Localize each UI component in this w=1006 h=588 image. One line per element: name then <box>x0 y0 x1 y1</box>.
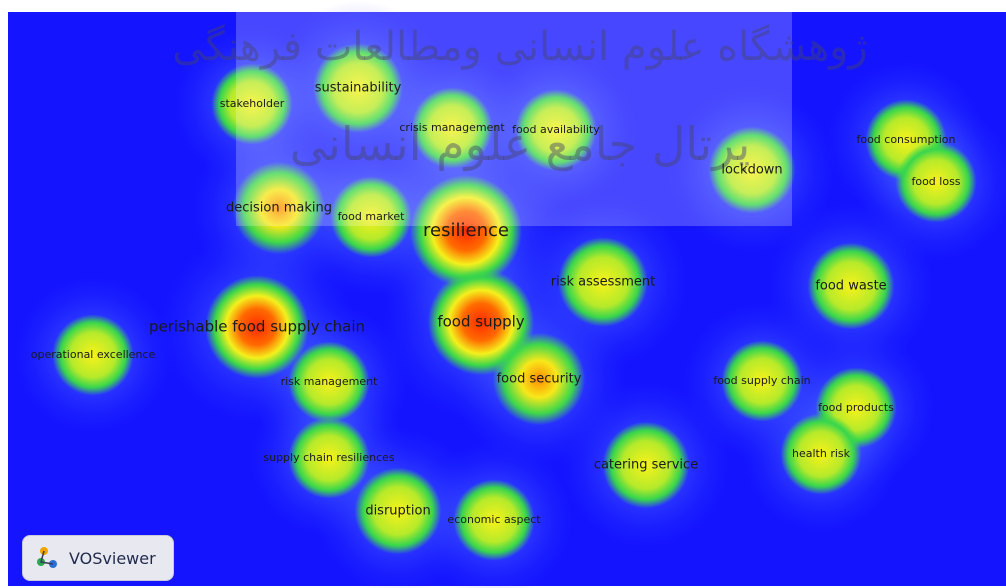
density-blob <box>205 275 309 379</box>
term-label-resilience[interactable]: resilience <box>423 220 509 241</box>
density-blob <box>515 89 597 171</box>
density-blob <box>895 141 977 223</box>
density-blob <box>288 341 370 423</box>
term-label-catering-service[interactable]: catering service <box>594 458 698 473</box>
density-blob <box>232 161 326 255</box>
density-blob <box>492 332 586 426</box>
term-label-food-waste[interactable]: food waste <box>815 279 886 294</box>
density-blob <box>52 314 134 396</box>
term-label-health-risk[interactable]: health risk <box>792 447 851 460</box>
watermark-panel <box>236 12 792 226</box>
term-label-decision-making[interactable]: decision making <box>226 201 332 216</box>
term-label-disruption[interactable]: disruption <box>365 504 430 519</box>
density-blob <box>807 242 895 330</box>
watermark-line-1: ژوهشگاه علوم انسانی ومطالعات فرهنگی <box>172 24 868 70</box>
density-blob <box>330 176 412 258</box>
term-label-food-loss[interactable]: food loss <box>911 175 960 188</box>
vosviewer-logo-icon <box>37 547 57 568</box>
density-blob <box>602 421 690 509</box>
term-label-risk-management[interactable]: risk management <box>281 375 379 388</box>
term-label-crisis-management[interactable]: crisis management <box>399 121 505 134</box>
density-blob <box>453 479 535 561</box>
density-blob <box>410 175 522 287</box>
term-label-food-consumption[interactable]: food consumption <box>856 133 955 146</box>
density-blob <box>313 43 403 133</box>
density-blob <box>780 413 862 495</box>
density-blob <box>354 467 442 555</box>
term-label-supply-chain-resiliences[interactable]: supply chain resiliences <box>263 451 395 464</box>
watermark: ژوهشگاه علوم انسانی ومطالعات فرهنگی پرتا… <box>172 12 868 226</box>
term-label-food-security[interactable]: food security <box>497 372 582 387</box>
density-blob <box>411 87 493 169</box>
density-blob <box>721 340 803 422</box>
term-label-food-products[interactable]: food products <box>818 401 894 414</box>
term-label-operational-excellence[interactable]: operational excellence <box>31 348 156 361</box>
density-blob <box>288 417 370 499</box>
term-label-food-availability[interactable]: food availability <box>512 123 600 136</box>
term-label-food-supply-chain[interactable]: food supply chain <box>713 374 810 387</box>
term-label-stakeholder[interactable]: stakeholder <box>220 97 285 110</box>
term-label-risk-assessment[interactable]: risk assessment <box>551 275 655 290</box>
term-label-food-supply[interactable]: food supply <box>437 313 524 331</box>
density-blob <box>558 237 648 327</box>
term-label-food-market[interactable]: food market <box>338 210 406 223</box>
density-blob <box>708 126 796 214</box>
term-label-economic-aspect[interactable]: economic aspect <box>447 513 541 526</box>
density-blobs <box>52 43 977 561</box>
term-labels: sustainability stakeholder crisis manageme… <box>31 81 961 527</box>
density-blob <box>211 63 293 145</box>
watermark-line-2: پرتال جامع علوم انسانی <box>290 117 751 172</box>
vosviewer-badge: VOSviewer <box>22 535 174 581</box>
term-label-perishable-food-supply-chain[interactable]: perishable food supply chain <box>149 318 365 336</box>
vosviewer-label: VOSviewer <box>69 548 156 568</box>
term-label-sustainability[interactable]: sustainability <box>315 81 402 96</box>
term-label-lockdown[interactable]: lockdown <box>721 163 782 178</box>
